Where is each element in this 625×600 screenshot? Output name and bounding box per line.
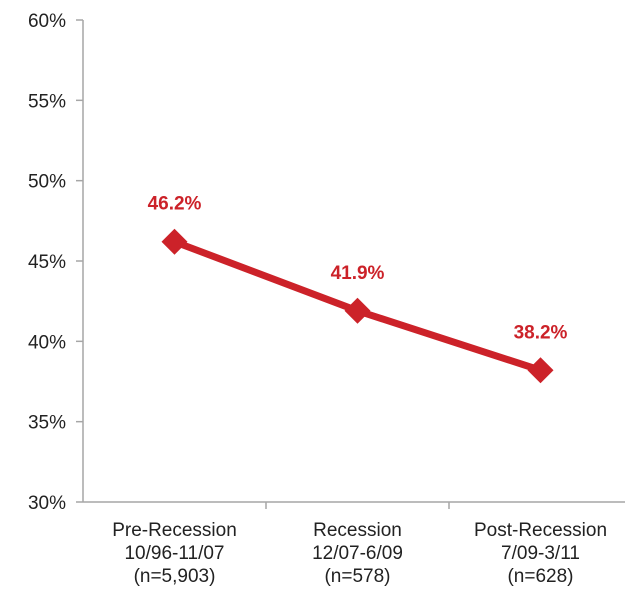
y-tick-label: 45%	[28, 252, 66, 273]
data-label: 38.2%	[514, 322, 568, 343]
y-tick-label: 55%	[28, 91, 66, 112]
y-tick-label: 30%	[28, 493, 66, 514]
y-tick-label: 40%	[28, 332, 66, 353]
x-category-label-line: Pre-Recession	[112, 520, 237, 541]
y-axis-ticks: 30% 35% 40% 45% 50% 55% 60%	[28, 11, 83, 514]
x-category-label-line: (n=578)	[324, 566, 390, 587]
x-category-label: Post-Recession 7/09-3/11 (n=628)	[474, 520, 607, 587]
y-tick-label: 50%	[28, 172, 66, 193]
x-category-label-line: Post-Recession	[474, 520, 607, 541]
x-category-label: Recession 12/07-6/09 (n=578)	[312, 520, 403, 587]
data-label: 46.2%	[148, 194, 202, 215]
series-group	[161, 228, 554, 384]
x-axis-labels: Pre-Recession 10/96-11/07 (n=5,903) Recessi…	[112, 520, 607, 587]
data-label: 41.9%	[331, 263, 385, 284]
x-category-label-line: 10/96-11/07	[124, 543, 224, 564]
y-tick-label: 60%	[28, 11, 66, 32]
x-category-label-line: 12/07-6/09	[312, 543, 403, 564]
x-category-label-line: (n=628)	[507, 566, 573, 587]
x-category-label: Pre-Recession 10/96-11/07 (n=5,903)	[112, 520, 237, 587]
x-category-label-line: (n=5,903)	[134, 566, 216, 587]
x-category-label-line: 7/09-3/11	[501, 543, 580, 564]
data-point-marker	[344, 297, 371, 324]
data-point-marker	[161, 228, 188, 255]
data-labels: 46.2% 41.9% 38.2%	[148, 194, 568, 344]
y-tick-label: 35%	[28, 413, 66, 434]
x-category-label-line: Recession	[313, 520, 402, 541]
data-point-marker	[527, 357, 554, 384]
